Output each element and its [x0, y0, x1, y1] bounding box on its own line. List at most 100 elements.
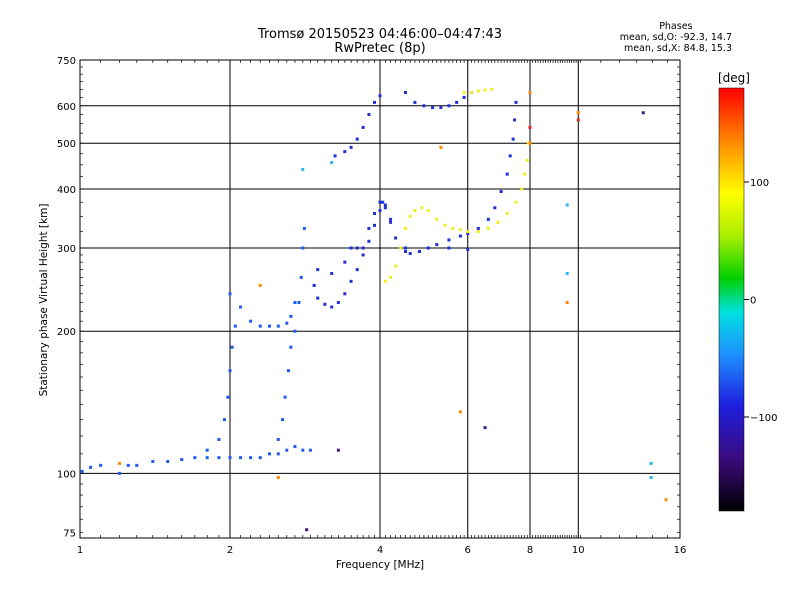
data-point: [525, 158, 529, 162]
x-tick-label: 1: [77, 545, 83, 556]
y-tick-label: 750: [57, 56, 76, 67]
data-point: [417, 249, 421, 253]
phase-stats-header: Phases: [659, 21, 693, 32]
data-point: [297, 301, 301, 305]
data-point: [343, 292, 347, 296]
data-point: [513, 118, 517, 122]
chart-title: Tromsø 20150523 04:46:00–04:47:43: [257, 27, 503, 42]
data-point: [576, 111, 580, 115]
data-point: [330, 305, 334, 309]
data-point: [381, 200, 385, 204]
data-point: [205, 448, 209, 452]
data-point: [483, 88, 487, 92]
data-point: [520, 187, 524, 191]
data-point: [490, 87, 494, 91]
x-axis: 1 2 4 6 8 10 16: [77, 60, 686, 556]
data-point: [403, 249, 407, 253]
data-point: [389, 220, 393, 224]
data-point: [383, 203, 387, 207]
data-point: [389, 217, 393, 221]
data-point: [458, 234, 462, 238]
y-axis: 75 100 200 300 400 500 600 750: [57, 56, 680, 539]
data-point: [89, 465, 93, 469]
data-point: [249, 319, 253, 323]
data-point: [217, 437, 221, 441]
data-point: [293, 445, 297, 449]
data-point: [426, 246, 430, 250]
data-point: [493, 206, 497, 210]
data-point: [361, 125, 365, 129]
data-point: [135, 463, 139, 467]
colorbar-ticks: 100 0 −100: [744, 178, 777, 424]
data-point: [458, 228, 462, 232]
data-point: [205, 456, 209, 460]
data-point: [565, 271, 569, 275]
data-point: [413, 100, 417, 104]
data-point: [308, 448, 312, 452]
data-point: [151, 459, 155, 463]
colorbar-tick-label: −100: [750, 413, 777, 424]
data-point: [394, 236, 398, 240]
data-point: [126, 463, 130, 467]
data-point: [349, 246, 353, 250]
data-point: [476, 226, 480, 230]
data-point: [258, 456, 262, 460]
data-point: [117, 471, 121, 475]
data-point: [373, 223, 377, 227]
data-point: [193, 456, 197, 460]
data-point: [281, 418, 285, 422]
data-point: [301, 246, 305, 250]
data-point: [349, 145, 353, 149]
data-point: [408, 252, 412, 256]
data-point: [361, 253, 365, 257]
colorbar-unit: [deg]: [718, 71, 750, 85]
y-tick-label: 75: [63, 528, 76, 539]
data-point: [239, 456, 243, 460]
data-point: [286, 369, 290, 373]
data-point: [355, 246, 359, 250]
data-point: [413, 209, 417, 213]
data-point: [528, 141, 532, 145]
data-point: [99, 463, 103, 467]
data-point: [267, 324, 271, 328]
data-point: [565, 203, 569, 207]
data-point: [641, 111, 645, 115]
x-tick-label: 8: [527, 545, 533, 556]
data-point: [367, 113, 371, 117]
data-point: [486, 217, 490, 221]
data-point: [389, 275, 393, 279]
data-point: [355, 268, 359, 272]
x-tick-label: 6: [465, 545, 471, 556]
x-axis-label: Frequency [MHz]: [336, 559, 424, 571]
data-point: [228, 456, 232, 460]
data-point: [333, 154, 337, 158]
data-point: [355, 137, 359, 141]
data-point: [302, 226, 306, 230]
x-tick-label: 2: [227, 545, 233, 556]
data-point: [301, 448, 305, 452]
data-point: [422, 104, 426, 108]
phase-stats-x: mean, sd,X: 84.8, 15.3: [623, 43, 732, 54]
data-point: [361, 246, 365, 250]
data-point: [508, 154, 512, 158]
data-point: [649, 476, 653, 480]
x-tick-label: 10: [572, 545, 585, 556]
data-point: [267, 452, 271, 456]
data-point: [447, 246, 451, 250]
data-point: [336, 301, 340, 305]
data-point: [239, 305, 243, 309]
data-point: [528, 91, 532, 95]
data-point: [439, 106, 443, 110]
data-point: [455, 100, 459, 104]
data-points: [80, 87, 668, 532]
data-point: [367, 239, 371, 243]
data-point: [435, 243, 439, 247]
data-point: [223, 418, 227, 422]
data-point: [378, 94, 382, 98]
data-point: [439, 145, 443, 149]
data-point: [180, 458, 184, 462]
data-point: [367, 226, 371, 230]
data-point: [305, 528, 309, 532]
phase-stats-o: mean, sd,O: -92.3, 14.7: [619, 32, 732, 43]
data-point: [443, 223, 447, 227]
